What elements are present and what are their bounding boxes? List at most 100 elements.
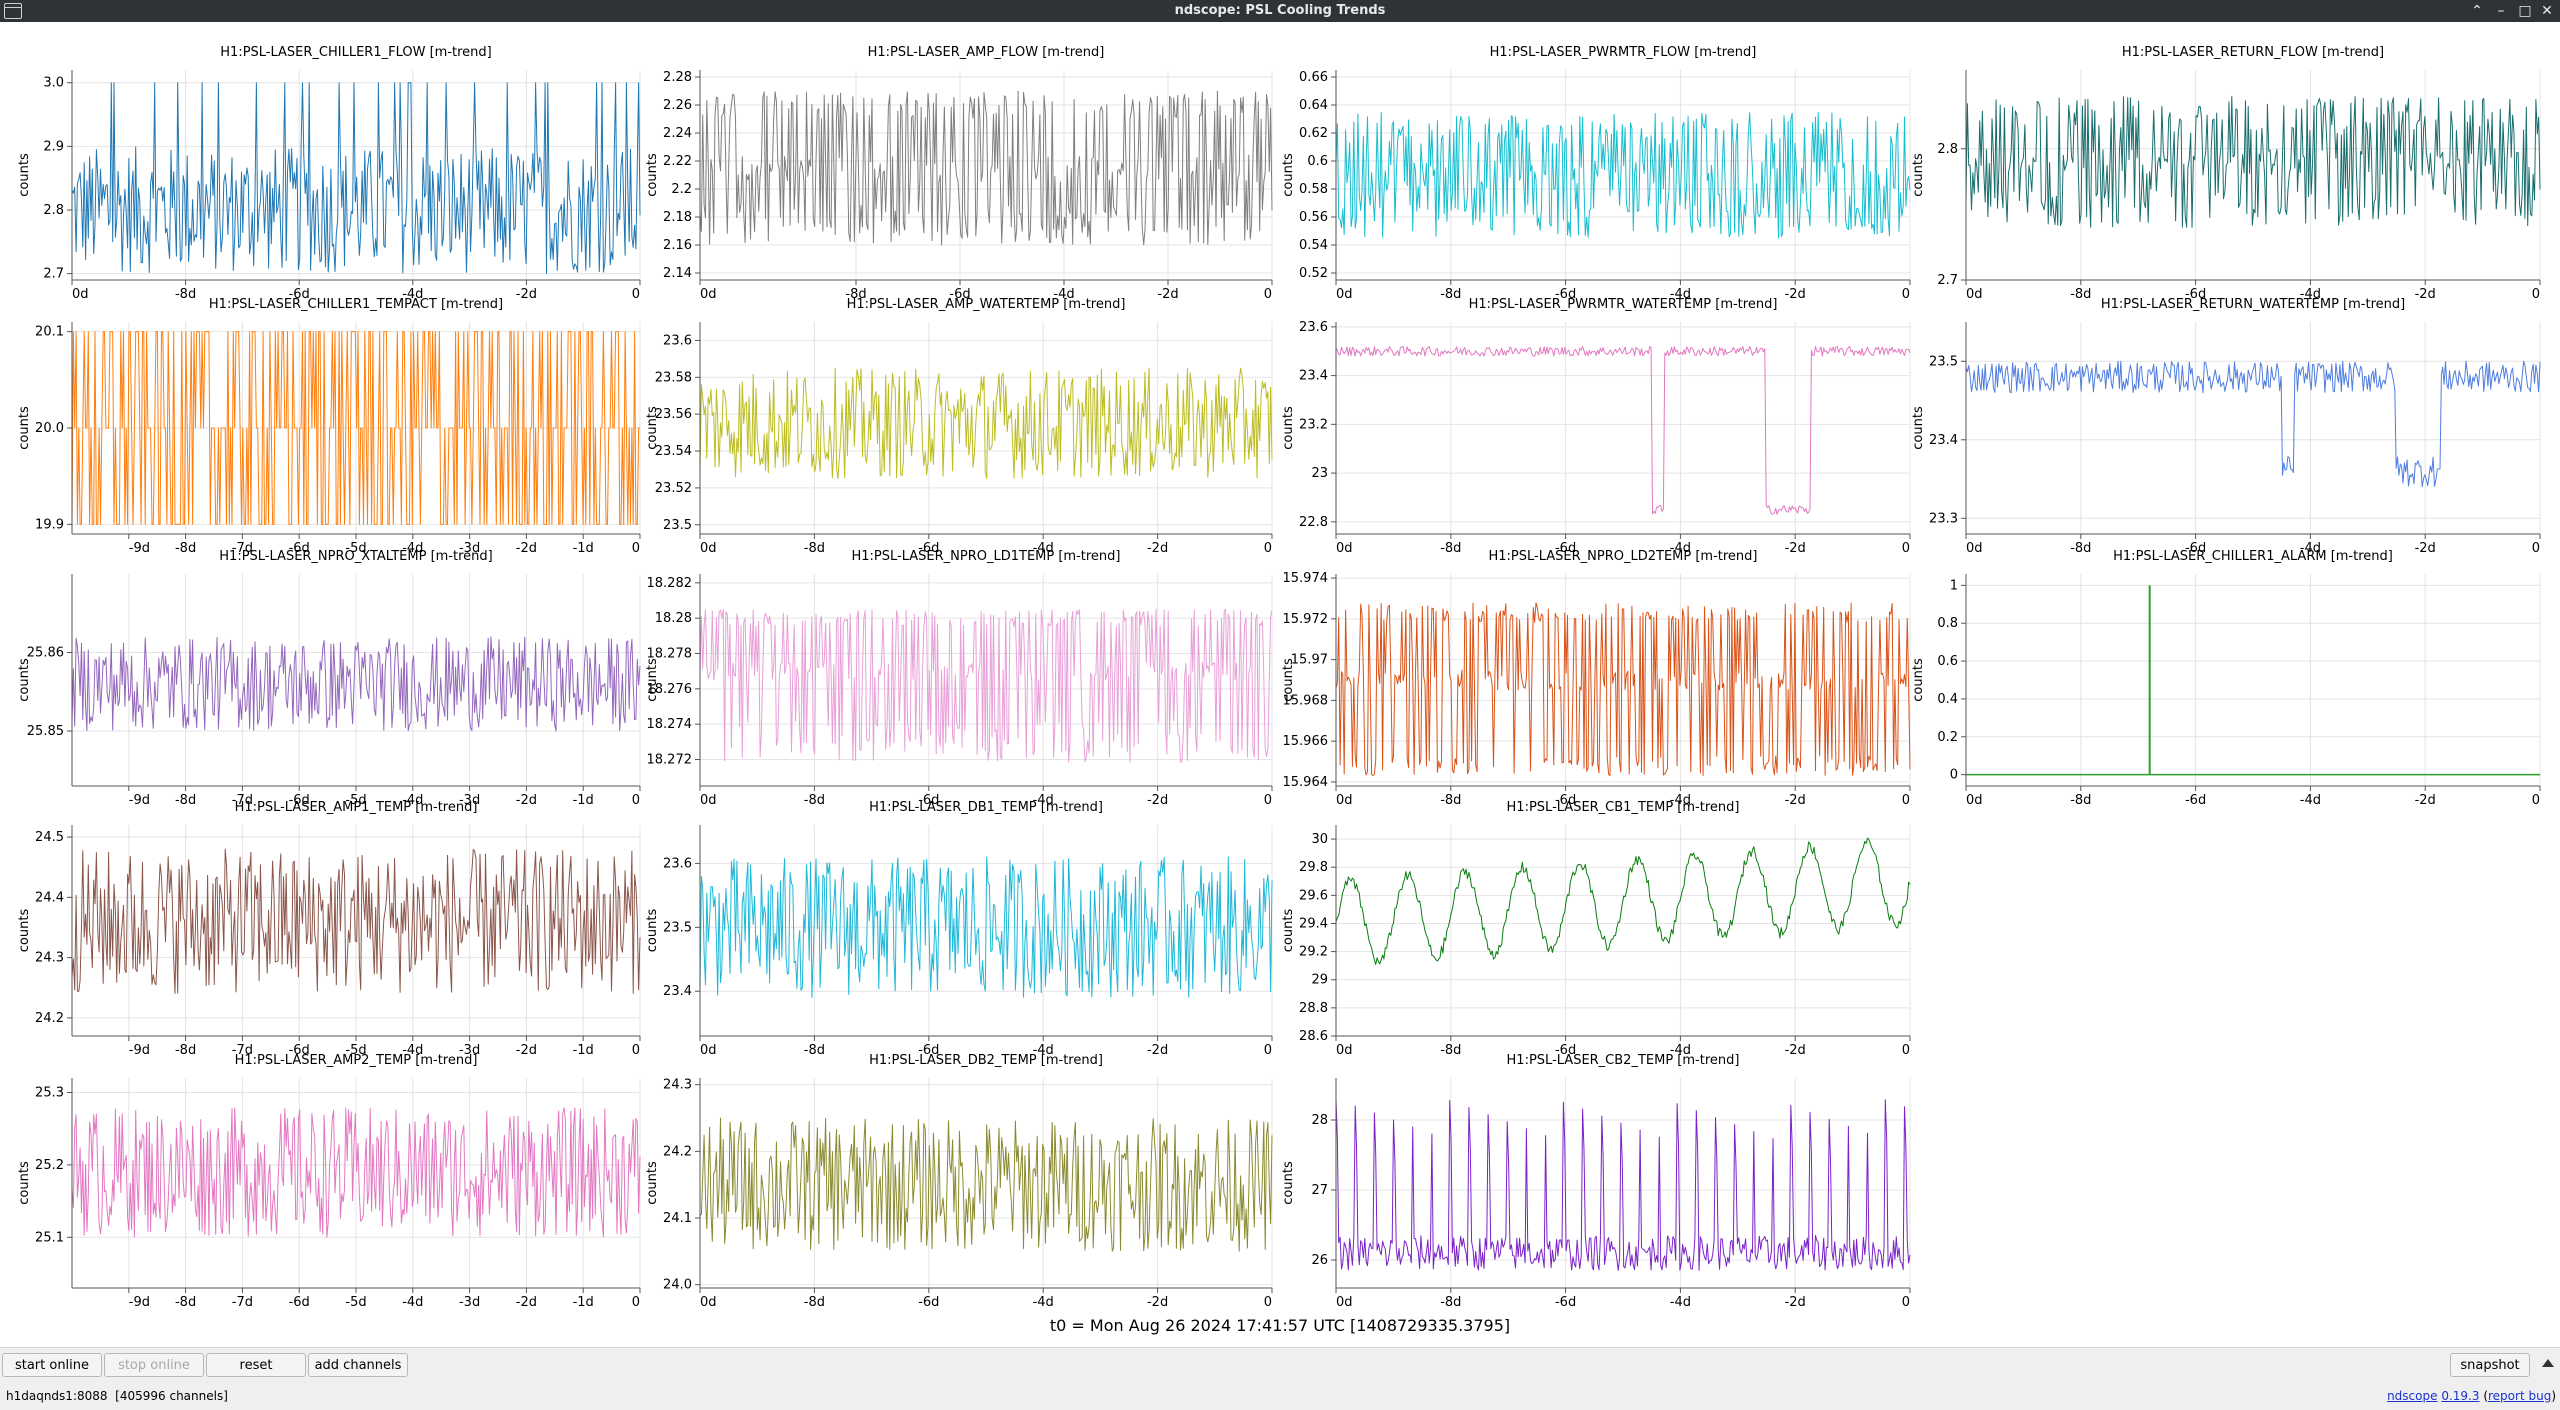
- plot-grid-svg[interactable]: H1:PSL-LASER_CHILLER1_FLOW [m-trend] 2.7 2…: [0, 22, 2560, 1312]
- y-tick-label: 29.2: [1299, 945, 1328, 960]
- y-tick-label: 24.3: [35, 951, 64, 966]
- plot-0[interactable]: H1:PSL-LASER_CHILLER1_FLOW [m-trend] 2.7 2…: [17, 45, 641, 302]
- app-link[interactable]: ndscope: [2387, 1389, 2438, 1403]
- y-tick-label: 28: [1311, 1113, 1328, 1128]
- plot-title: H1:PSL-LASER_CB1_TEMP [m-trend]: [1507, 800, 1740, 815]
- y-tick-label: 18.274: [647, 717, 693, 732]
- x-tick-label: -4d: [1053, 287, 1074, 302]
- app-window-icon[interactable]: [4, 3, 22, 19]
- y-tick-label: 18.276: [647, 682, 693, 697]
- start-online-button[interactable]: start online: [2, 1353, 102, 1377]
- stop-online-button[interactable]: stop online: [104, 1353, 204, 1377]
- plot-13[interactable]: H1:PSL-LASER_DB1_TEMP [m-trend] 23.4 23.5 2…: [645, 800, 1273, 1058]
- y-tick-label: 23.58: [655, 370, 692, 385]
- y-axis-label: counts: [17, 909, 32, 953]
- plot-area[interactable]: [1336, 825, 1910, 1036]
- x-tick-label: -4d: [1670, 1043, 1691, 1058]
- y-tick-label: 0.62: [1299, 126, 1328, 141]
- x-tick-label: -9d: [129, 793, 150, 808]
- plot-6[interactable]: H1:PSL-LASER_PWRMTR_WATERTEMP [m-trend] 2…: [1281, 297, 1911, 556]
- plot-area[interactable]: [700, 322, 1272, 534]
- x-tick-label: -4d: [1033, 541, 1054, 556]
- y-tick-label: 2.8: [43, 203, 64, 218]
- plot-title: H1:PSL-LASER_NPRO_XTALTEMP [m-trend]: [219, 549, 492, 564]
- x-tick-label: -4d: [402, 793, 423, 808]
- y-axis-label: counts: [17, 406, 32, 450]
- x-tick-label: -9d: [129, 1295, 150, 1310]
- plot-3[interactable]: H1:PSL-LASER_RETURN_FLOW [m-trend] 2.7 2.8…: [1911, 45, 2541, 302]
- snapshot-button[interactable]: snapshot: [2450, 1353, 2530, 1377]
- y-axis-label: counts: [1911, 406, 1926, 450]
- x-tick-label: -4d: [402, 541, 423, 556]
- chevron-up-icon[interactable]: ⌃: [2471, 3, 2483, 19]
- plot-area[interactable]: [700, 70, 1272, 280]
- x-tick-label: -9d: [129, 541, 150, 556]
- x-tick-label: -2d: [1147, 793, 1168, 808]
- close-icon[interactable]: ✕: [2541, 3, 2553, 19]
- plot-8[interactable]: H1:PSL-LASER_NPRO_XTALTEMP [m-trend] 25.8…: [17, 549, 641, 808]
- y-tick-label: 0: [1950, 768, 1958, 783]
- expand-arrow-icon[interactable]: [2542, 1359, 2554, 1367]
- plot-12[interactable]: H1:PSL-LASER_AMP1_TEMP [m-trend] 24.2 24.3…: [17, 800, 641, 1058]
- plot-15[interactable]: H1:PSL-LASER_AMP2_TEMP [m-trend] 25.1 25.2…: [17, 1053, 641, 1310]
- series-line: [699, 856, 1273, 998]
- x-tick-label: -6d: [2185, 287, 2206, 302]
- x-tick-label: 0d: [1966, 541, 1983, 556]
- server-name: h1daqnds1:8088: [6, 1389, 108, 1403]
- version-link[interactable]: 0.19.3: [2441, 1389, 2480, 1403]
- plot-area[interactable]: [1336, 322, 1910, 534]
- x-tick-label: -8d: [2070, 541, 2091, 556]
- plot-17[interactable]: H1:PSL-LASER_CB2_TEMP [m-trend] 26 27 28 0d -…: [1281, 1053, 1911, 1310]
- minimize-icon[interactable]: –: [2497, 3, 2505, 19]
- x-tick-label: -2d: [1147, 541, 1168, 556]
- x-tick-label: -8d: [175, 541, 196, 556]
- plot-area[interactable]: [72, 70, 640, 280]
- x-tick-label: -6d: [289, 541, 310, 556]
- plot-7[interactable]: H1:PSL-LASER_RETURN_WATERTEMP [m-trend] 2…: [1911, 297, 2541, 556]
- y-tick-label: 0.66: [1299, 70, 1328, 85]
- y-tick-label: 23.4: [1929, 433, 1958, 448]
- x-tick-label: -8d: [1440, 287, 1461, 302]
- y-tick-label: 2.7: [1937, 273, 1958, 288]
- y-tick-label: 29.6: [1299, 888, 1328, 903]
- x-tick-label: -4d: [1670, 541, 1691, 556]
- reset-button[interactable]: reset: [206, 1353, 306, 1377]
- x-tick-label: 0: [632, 287, 640, 302]
- plot-5[interactable]: H1:PSL-LASER_AMP_WATERTEMP [m-trend] 23.5…: [645, 297, 1273, 556]
- x-tick-label: -8d: [175, 1295, 196, 1310]
- x-tick-label: -6d: [918, 1043, 939, 1058]
- x-tick-label: 0: [1264, 1295, 1272, 1310]
- y-axis-label: counts: [1911, 153, 1926, 197]
- x-tick-label: -1d: [573, 1043, 594, 1058]
- plot-1[interactable]: H1:PSL-LASER_AMP_FLOW [m-trend] 2.14 2.16 2…: [645, 45, 1273, 302]
- plot-area[interactable]: [1966, 70, 2540, 280]
- x-tick-label: -6d: [289, 793, 310, 808]
- plot-2[interactable]: H1:PSL-LASER_PWRMTR_FLOW [m-trend] 0.52 0.…: [1281, 45, 1911, 302]
- y-tick-label: 22.8: [1299, 515, 1328, 530]
- plot-area[interactable]: [1966, 574, 2540, 786]
- plot-title: H1:PSL-LASER_AMP_WATERTEMP [m-trend]: [847, 297, 1126, 312]
- plot-area[interactable]: [1966, 322, 2540, 534]
- plot-4[interactable]: H1:PSL-LASER_CHILLER1_TEMPACT [m-trend] 1…: [17, 297, 641, 556]
- y-tick-label: 23: [1311, 466, 1328, 481]
- y-tick-label: 18.28: [655, 611, 692, 626]
- add-channels-button[interactable]: add channels: [308, 1353, 408, 1377]
- x-tick-label: -6d: [918, 793, 939, 808]
- y-tick-label: 23.6: [1299, 320, 1328, 335]
- plot-9[interactable]: H1:PSL-LASER_NPRO_LD1TEMP [m-trend] 18.27…: [645, 549, 1273, 808]
- plot-16[interactable]: H1:PSL-LASER_DB2_TEMP [m-trend] 24.0 24.1 2…: [645, 1053, 1273, 1310]
- plot-10[interactable]: H1:PSL-LASER_NPRO_LD2TEMP [m-trend] 15.96…: [1281, 549, 1911, 808]
- plot-area[interactable]: [1336, 70, 1910, 280]
- x-tick-label: -2d: [516, 1043, 537, 1058]
- plot-14[interactable]: H1:PSL-LASER_CB1_TEMP [m-trend] 28.6 28.8 2…: [1281, 800, 1911, 1058]
- y-tick-label: 20.1: [35, 325, 64, 340]
- x-tick-label: -6d: [1555, 1295, 1576, 1310]
- x-tick-label: -4d: [402, 1295, 423, 1310]
- plot-title: H1:PSL-LASER_NPRO_LD1TEMP [m-trend]: [852, 549, 1121, 564]
- plot-11[interactable]: H1:PSL-LASER_CHILLER1_ALARM [m-trend] 0 0.…: [1911, 549, 2541, 808]
- x-tick-label: -7d: [232, 1295, 253, 1310]
- x-tick-label: 0: [1902, 1043, 1910, 1058]
- y-axis-label: counts: [17, 1161, 32, 1205]
- maximize-icon[interactable]: □: [2518, 3, 2532, 19]
- report-bug-link[interactable]: report bug: [2488, 1389, 2552, 1403]
